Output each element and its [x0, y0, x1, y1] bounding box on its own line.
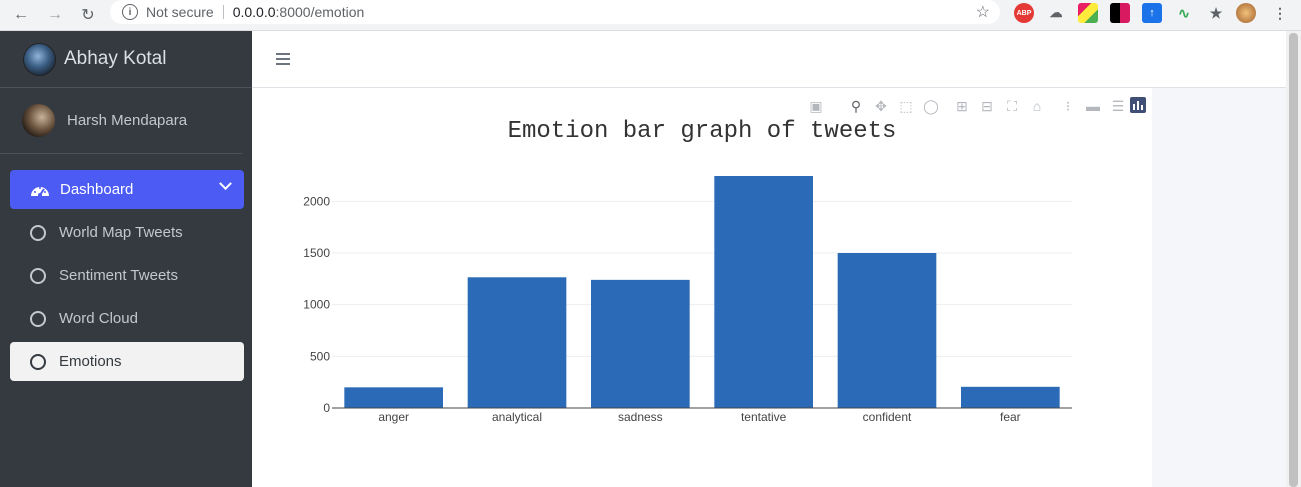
url-text[interactable]: 0.0.0.0:8000/emotion: [233, 4, 365, 20]
camera-icon[interactable]: ▣: [809, 97, 823, 114]
circle-icon: [30, 353, 46, 370]
sidebar-item-label: Word Cloud: [59, 310, 138, 327]
bar-confident[interactable]: [837, 253, 937, 408]
x-axis-ticks: anger analytical sadness tentative confident…: [378, 410, 1020, 424]
plotly-logo-icon[interactable]: [1130, 97, 1146, 113]
bar-tentative[interactable]: [714, 176, 813, 408]
chart-modebar: ▣ ⚲ ✥ ⬚ ◯ ⊞ ⊟ ⛶ ⌂ ⁝ ▬ ☰: [808, 97, 1135, 115]
sidebar-item-emotions[interactable]: Emotions: [10, 342, 244, 381]
puzzle-icon[interactable]: ★: [1209, 4, 1223, 21]
sidebar-item-label: Emotions: [59, 353, 122, 370]
url-host: 0.0.0.0: [232, 4, 276, 20]
sidebar-item-world-map-tweets[interactable]: World Map Tweets: [10, 213, 244, 252]
cloud-extension-icon[interactable]: ☁: [1049, 5, 1063, 20]
user-panel[interactable]: Harsh Mendapara: [0, 88, 242, 154]
gauge-icon: [31, 186, 49, 197]
omnibox-divider: [222, 5, 224, 19]
security-label: Not secure: [146, 4, 214, 20]
sidebar-item-label: Dashboard: [60, 181, 134, 198]
profile-avatar[interactable]: [1236, 3, 1256, 23]
x-tick-label: fear: [1000, 410, 1021, 424]
y-tick-label: 2000: [303, 194, 330, 208]
top-navbar: [252, 31, 1286, 88]
reload-icon[interactable]: ↻: [81, 7, 95, 24]
zoom-in-icon[interactable]: ⊞: [956, 97, 968, 114]
chart-title: Emotion bar graph of tweets: [507, 118, 897, 145]
reset-axes-icon[interactable]: ⌂: [1032, 98, 1042, 114]
bar-analytical[interactable]: [467, 277, 567, 408]
x-tick-label: confident: [863, 410, 912, 424]
user-name: Harsh Mendapara: [67, 112, 188, 129]
hover-closest-icon[interactable]: ▬: [1086, 98, 1100, 114]
back-icon[interactable]: ←: [13, 6, 29, 23]
chevron-down-icon: [219, 177, 232, 191]
y-axis-ticks: 0 500 1000 1500 2000: [303, 194, 330, 415]
chart-gridlines: [332, 200, 1072, 357]
sidebar-nav: Dashboard World Map Tweets Sentiment Twe…: [0, 154, 252, 381]
extension-color-icon[interactable]: [1078, 3, 1098, 23]
circle-icon: [30, 224, 46, 241]
emotion-bar-chart: 0 500 1000 1500 2000 anger analytical sadness t…: [303, 176, 1072, 424]
brand-name: Abhay Kotal: [64, 48, 167, 69]
extension-blocks-icon[interactable]: [1110, 3, 1130, 23]
x-tick-label: tentative: [741, 410, 787, 424]
sidebar-item-label: Sentiment Tweets: [59, 267, 178, 284]
chart-bars: [344, 176, 1060, 408]
sidebar-item-label: World Map Tweets: [59, 224, 183, 241]
sidebar: Abhay Kotal Harsh Mendapara Dashboard Wo…: [0, 31, 252, 487]
y-tick-label: 1500: [303, 246, 330, 260]
extension-upload-icon[interactable]: ↑: [1142, 3, 1162, 23]
scrollbar-thumb[interactable]: [1289, 33, 1298, 487]
brand-link[interactable]: Abhay Kotal: [0, 31, 252, 88]
x-tick-label: analytical: [492, 410, 542, 424]
x-tick-label: anger: [378, 410, 409, 424]
sidebar-item-dashboard[interactable]: Dashboard: [10, 170, 244, 209]
circle-icon: [30, 310, 46, 327]
sidebar-item-sentiment-tweets[interactable]: Sentiment Tweets: [10, 256, 244, 295]
bar-fear[interactable]: [961, 386, 1060, 408]
bar-anger[interactable]: [344, 387, 443, 408]
box-select-icon[interactable]: ⬚: [899, 97, 913, 114]
pan-icon[interactable]: ✥: [875, 97, 887, 114]
extension-pulse-icon[interactable]: ∿: [1178, 4, 1190, 21]
forward-icon[interactable]: →: [47, 6, 63, 23]
adblock-icon[interactable]: ABP: [1014, 3, 1034, 23]
y-tick-label: 0: [323, 401, 330, 415]
address-bar[interactable]: i Not secure 0.0.0.0:8000/emotion ☆: [110, 0, 1000, 24]
bookmark-star-icon[interactable]: ☆: [975, 4, 990, 21]
avatar: [22, 104, 55, 137]
circle-icon: [30, 267, 46, 284]
hamburger-menu-icon[interactable]: [276, 53, 290, 65]
menu-dots-icon[interactable]: ⋮: [1273, 4, 1287, 21]
lasso-select-icon[interactable]: ◯: [923, 97, 939, 114]
sidebar-item-word-cloud[interactable]: Word Cloud: [10, 299, 244, 338]
browser-toolbar: ← → ↻ i Not secure 0.0.0.0:8000/emotion …: [0, 0, 1301, 31]
url-path: :8000/emotion: [275, 4, 365, 20]
autoscale-icon[interactable]: ⛶: [1007, 97, 1017, 114]
zoom-icon[interactable]: ⚲: [850, 97, 862, 114]
y-tick-label: 500: [310, 349, 330, 363]
brand-logo: [23, 42, 56, 76]
x-tick-label: sadness: [618, 410, 663, 424]
spike-lines-icon[interactable]: ⁝: [1065, 97, 1071, 114]
zoom-out-icon[interactable]: ⊟: [981, 97, 993, 114]
y-tick-label: 1000: [303, 298, 330, 312]
hover-compare-icon[interactable]: ☰: [1111, 97, 1125, 114]
info-icon[interactable]: i: [122, 4, 138, 20]
bar-sadness[interactable]: [591, 279, 690, 408]
chart-container: [252, 88, 1152, 487]
